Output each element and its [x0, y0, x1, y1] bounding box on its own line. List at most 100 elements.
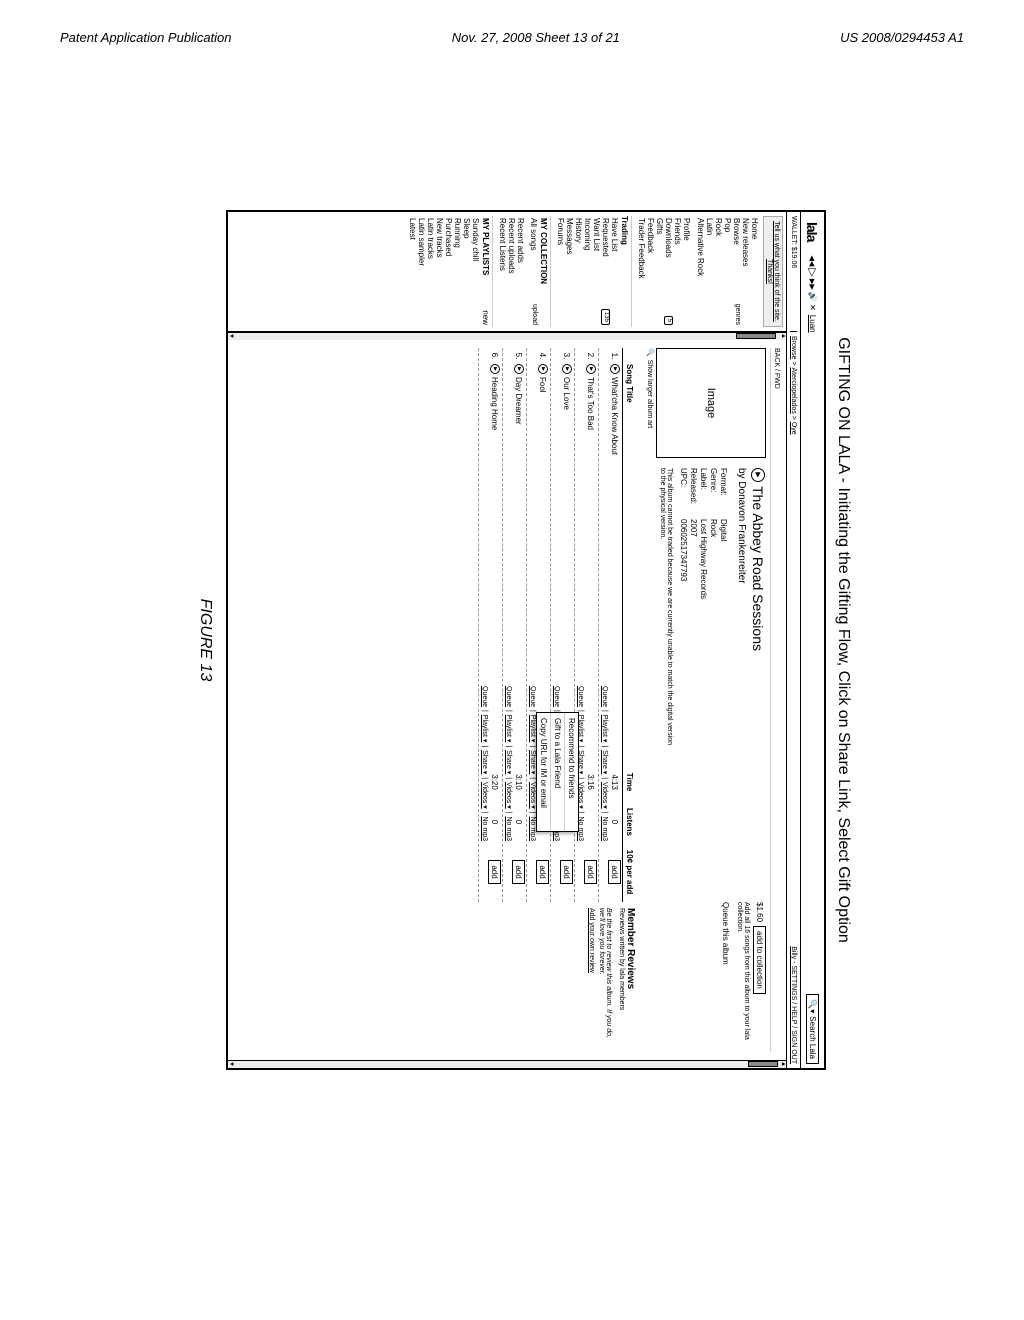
sidebar-scrollbar[interactable] [228, 332, 786, 340]
sidebar-item[interactable]: Running [453, 216, 462, 327]
volume-icon[interactable]: 🔊 ✕ [808, 292, 817, 311]
album-artist[interactable]: by Donavon Frankenreiter [736, 468, 747, 892]
sidebar-item[interactable]: Latin [705, 216, 714, 327]
play-track-icon[interactable]: ▶ [538, 364, 548, 374]
sidebar-item[interactable]: Sunday chill [471, 216, 480, 327]
sidebar-item[interactable]: Feedback [646, 216, 655, 327]
sidebar-item[interactable]: Latin sampler [417, 216, 426, 327]
queue-link[interactable]: Queue [553, 686, 560, 707]
next-icon[interactable]: ▸▸ [806, 279, 819, 290]
sidebar-item[interactable]: Recent uploads [507, 216, 516, 327]
sidebar-item[interactable]: Pop [723, 216, 732, 327]
videos-link[interactable]: Videos ▾ [505, 782, 512, 809]
show-larger-link[interactable]: 🔍 Show larger album art [646, 348, 654, 458]
sidebar-item[interactable]: Trader Feedback [637, 216, 646, 327]
sidebar-item[interactable]: Want List [592, 216, 601, 327]
crumb[interactable]: Aterciopelados [790, 367, 797, 413]
videos-link[interactable]: Videos ▾ [529, 782, 536, 809]
track-title[interactable]: Fool [539, 377, 548, 393]
reviews-head: Member Reviews [625, 908, 636, 1052]
play-track-icon[interactable]: ▶ [514, 364, 524, 374]
sidebar-item[interactable]: Forums [556, 216, 565, 327]
nomp3-link[interactable]: No mp3 [529, 816, 536, 841]
nav-back[interactable]: BACK / FWD [770, 348, 780, 1052]
videos-link[interactable]: Videos ▾ [481, 782, 488, 809]
prev-icon[interactable]: ◂◂ [806, 255, 819, 266]
play-track-icon[interactable]: ▶ [586, 364, 596, 374]
sidebar-item[interactable]: Alternative Rock [696, 216, 705, 327]
track-title[interactable]: Our Love [563, 377, 572, 410]
add-track-button[interactable]: add [513, 860, 526, 883]
playlist-link[interactable]: Playlist ▾ [601, 715, 608, 743]
add-track-button[interactable]: add [609, 860, 622, 883]
search-box[interactable]: 🔍▾ Search Lala [806, 994, 819, 1064]
sidebar-item[interactable]: Latest [408, 216, 417, 327]
queue-album-link[interactable]: Queue this album [721, 902, 730, 1052]
sidebar-item[interactable]: New releases [741, 216, 750, 327]
sidebar-item[interactable]: History [574, 216, 583, 327]
content-scrollbar[interactable] [228, 1060, 786, 1068]
track-title[interactable]: Heading Home [491, 377, 500, 430]
add-track-button[interactable]: add [585, 860, 598, 883]
share-link[interactable]: Share ▾ [481, 750, 488, 774]
play-icon[interactable]: ▷ [806, 268, 819, 276]
sidebar-item[interactable]: Profile [682, 216, 691, 327]
album-art[interactable]: Image [656, 348, 766, 458]
sidebar-item[interactable]: Friends [673, 216, 682, 327]
play-track-icon[interactable]: ▶ [562, 364, 572, 374]
share-link[interactable]: Share ▾ [601, 750, 608, 774]
feedback-box[interactable]: Tell us what you think of the site. Than… [763, 216, 783, 327]
queue-link[interactable]: Queue [577, 686, 584, 707]
sidebar-item[interactable]: Home [750, 216, 759, 327]
sidebar-item[interactable]: Messages [565, 216, 574, 327]
sidebar-item[interactable]: Latin tracks [426, 216, 435, 327]
queue-link[interactable]: Queue [481, 686, 488, 707]
album-trade-note: This album cannot be traded because we a… [659, 468, 673, 748]
sidebar-item[interactable]: Rock [714, 216, 723, 327]
share-menu-item[interactable]: Copy URL for IM or email [537, 713, 550, 831]
sidebar-item[interactable]: Sleep [462, 216, 471, 327]
add-track-button[interactable]: add [561, 860, 574, 883]
sidebar-item[interactable]: Purchased [444, 216, 453, 327]
play-album-icon[interactable]: ▶ [751, 468, 765, 482]
sidebar-item[interactable]: Gifts [655, 216, 664, 327]
share-link[interactable]: Share ▾ [529, 750, 536, 774]
add-review-link[interactable]: Add your own review [588, 908, 595, 1052]
crumb[interactable]: Browse [790, 336, 797, 359]
sidebar-item[interactable]: All songsupload [529, 216, 538, 327]
share-menu-item[interactable]: Recommend to friends [564, 713, 578, 831]
sidebar-item[interactable]: Recent adds [516, 216, 525, 327]
nomp3-link[interactable]: No mp3 [505, 816, 512, 841]
playlist-link[interactable]: Playlist ▾ [481, 715, 488, 743]
queue-link[interactable]: Queue [529, 686, 536, 707]
playlist-link[interactable]: Playlist ▾ [529, 715, 536, 743]
sidebar-item[interactable]: New tracks [435, 216, 444, 327]
add-track-button[interactable]: add [537, 860, 550, 883]
sidebar-item[interactable]: Browsegenres [732, 216, 741, 327]
playlist-link[interactable]: Playlist ▾ [505, 715, 512, 743]
nomp3-link[interactable]: No mp3 [601, 816, 608, 841]
crumb[interactable]: Oye [790, 422, 797, 435]
track-title[interactable]: That's Too Bad [587, 377, 596, 430]
track-title[interactable]: Day Dreamer [515, 377, 524, 425]
share-menu-item[interactable]: Gift to a Lala Friend [550, 713, 564, 831]
track-title[interactable]: What'cha Know About [611, 377, 620, 455]
now-playing[interactable]: Luan [808, 315, 817, 333]
videos-link[interactable]: Videos ▾ [601, 782, 608, 809]
play-track-icon[interactable]: ▶ [490, 364, 500, 374]
sidebar-item[interactable]: Have List [610, 216, 619, 327]
sidebar-item[interactable]: Incoming [583, 216, 592, 327]
nomp3-link[interactable]: No mp3 [481, 816, 488, 841]
user-links[interactable]: Billy - SETTINGS / HELP / SIGN OUT [790, 946, 797, 1068]
queue-link[interactable]: Queue [601, 686, 608, 707]
queue-link[interactable]: Queue [505, 686, 512, 707]
logo[interactable]: lala [805, 216, 821, 247]
share-link[interactable]: Share ▾ [505, 750, 512, 774]
sidebar-item[interactable]: Downloads5 [664, 216, 673, 327]
add-collection-button[interactable]: add to collection [753, 926, 766, 994]
play-track-icon[interactable]: ▶ [610, 364, 620, 374]
wallet[interactable]: WALLET: $19.06 [790, 212, 797, 332]
sidebar-item[interactable]: Requested135 [601, 216, 610, 327]
sidebar-item[interactable]: Recent Listens [498, 216, 507, 327]
add-track-button[interactable]: add [489, 860, 502, 883]
